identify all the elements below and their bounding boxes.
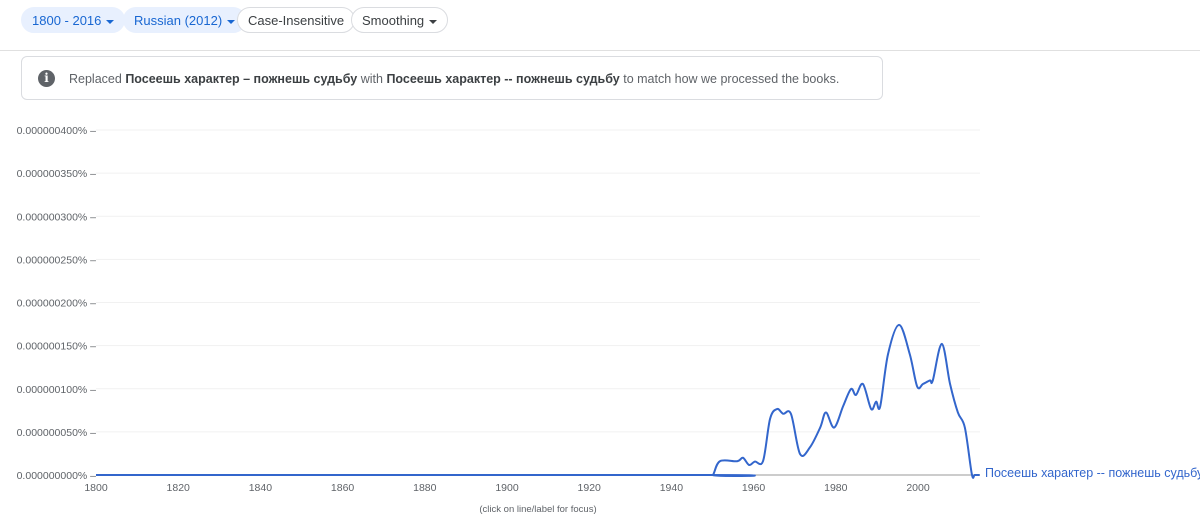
x-tick-label: 1840 [249,482,273,494]
case-insensitive-toggle[interactable]: Case-Insensitive [237,7,356,33]
y-tick-label: 0.000000200% – [17,298,97,310]
corpus-label: Russian (2012) [134,13,223,28]
y-tick-label: 0.000000250% – [17,254,97,266]
series-line[interactable] [95,323,980,479]
case-label: Case-Insensitive [248,13,345,28]
caret-down-icon [227,19,236,24]
notice-replacement: Посеешь характер -- пожнешь судьбу [386,72,620,86]
y-tick-label: 0.000000150% – [17,341,97,353]
caret-down-icon [429,19,438,24]
x-tick-label: 1820 [167,482,191,494]
x-tick-label: 1980 [824,482,848,494]
y-tick-label: 0.000000000% – [17,470,97,482]
year-range-label: 1800 - 2016 [32,13,102,28]
focus-hint: (click on line/label for focus) [479,504,596,515]
series-label[interactable]: Посеешь характер -- пожнешь судьбу [985,466,1200,480]
corpus-dropdown[interactable]: Russian (2012) [123,7,247,33]
y-tick-label: 0.000000100% – [17,384,97,396]
caret-down-icon [106,19,115,24]
divider [0,50,1200,51]
notice-original: Посеешь характер – пожнешь судьбу [125,72,358,86]
x-tick-label: 1860 [331,482,355,494]
x-tick-label: 1960 [742,482,766,494]
x-tick-label: 1940 [660,482,684,494]
x-tick-label: 2000 [906,482,930,494]
notice-prefix: Replaced [69,72,122,86]
notice-middle: with [360,72,383,86]
notice-suffix: to match how we processed the books. [623,72,840,86]
y-tick-label: 0.000000350% – [17,168,97,180]
y-tick-label: 0.000000400% – [17,125,97,137]
y-tick-label: 0.000000050% – [17,427,97,439]
x-tick-label: 1920 [578,482,602,494]
x-tick-label: 1880 [413,482,437,494]
x-tick-label: 1900 [495,482,519,494]
smoothing-label: Smoothing [362,13,425,28]
x-tick-label: 1800 [84,482,108,494]
smoothing-dropdown[interactable]: Smoothing [351,7,449,33]
y-tick-label: 0.000000300% – [17,211,97,223]
info-icon: i [38,70,55,87]
replacement-notice: i Replaced Посеешь характер – пожнешь су… [21,56,883,100]
year-range-dropdown[interactable]: 1800 - 2016 [21,7,126,33]
